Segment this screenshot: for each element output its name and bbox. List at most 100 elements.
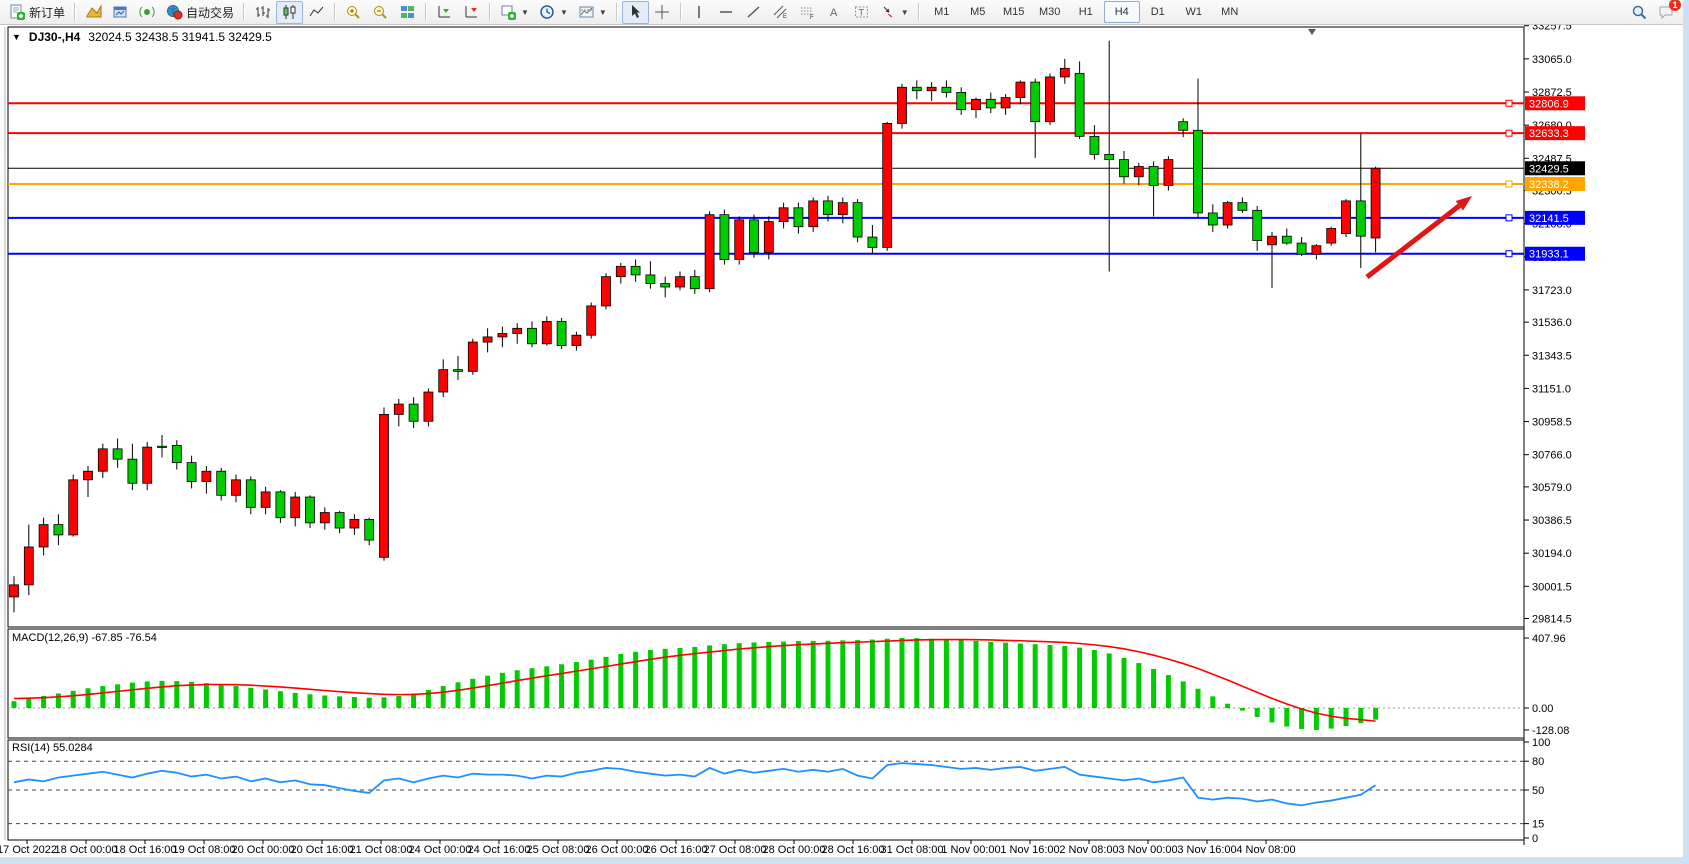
price-tag-label: 32429.5 [1529, 163, 1569, 175]
candle [334, 512, 345, 529]
timeframe-H4[interactable]: H4 [1103, 1, 1140, 23]
auto-scroll-button[interactable] [431, 1, 458, 24]
line-chart-button[interactable] [303, 1, 330, 24]
candle [9, 584, 19, 598]
chevron-down-icon: ▼ [900, 7, 909, 17]
price-tick-label: 29814.5 [1532, 614, 1572, 626]
zoom-in-button[interactable] [340, 1, 367, 24]
candlestick-chart-button[interactable] [276, 0, 304, 24]
timeframe-M1[interactable]: M1 [934, 6, 950, 18]
crosshair-button[interactable] [649, 1, 676, 24]
macd-bar [26, 698, 32, 708]
macd-bar [721, 644, 727, 708]
candle [1030, 81, 1041, 123]
macd-bar [366, 697, 372, 708]
zoom-out-icon [372, 4, 389, 20]
candle [53, 524, 64, 536]
tile-windows-button[interactable] [394, 1, 421, 24]
price-tag [1525, 161, 1585, 176]
candle [1267, 235, 1277, 246]
periods-button[interactable]: ▼ [534, 1, 573, 24]
date-tick-label: 4 Nov 08:00 [1236, 844, 1295, 856]
candle [527, 327, 537, 345]
date-tick-label: 25 Oct 08:00 [527, 844, 590, 856]
ohlc-values: 32024.5 32438.5 31941.5 32429.5 [88, 30, 272, 44]
fibonacci-button[interactable]: F [794, 1, 821, 24]
chart-shift-marker[interactable] [1308, 29, 1316, 35]
date-tick-label: 3 Nov 16:00 [1177, 844, 1236, 856]
candle [556, 321, 567, 346]
timeframe-M30[interactable]: M30 [1039, 6, 1061, 18]
macd-bar [618, 653, 624, 708]
equidistant-channel-button[interactable]: E [767, 1, 794, 24]
fibonacci-icon: F [799, 4, 816, 20]
collapse-triangle-icon[interactable]: ▼ [12, 32, 21, 42]
price-axis[interactable]: 33257.533065.032872.532680.032487.532300… [1524, 21, 1572, 845]
macd-bar [588, 659, 594, 708]
timeframe-D1[interactable]: D1 [1150, 6, 1165, 18]
macd-bar [884, 638, 890, 708]
timeframe-MN[interactable]: MN [1221, 6, 1239, 18]
trendline-button[interactable] [740, 1, 767, 24]
rsi-tick-label: 80 [1532, 756, 1544, 768]
svg-text:E: E [783, 14, 787, 20]
bar-chart-button[interactable] [249, 1, 276, 24]
line-handle[interactable] [1505, 180, 1513, 188]
timeframe-M5[interactable]: M5 [970, 6, 986, 18]
macd-bar [781, 641, 787, 708]
search-icon[interactable] [1631, 4, 1648, 20]
macd-bar [1151, 668, 1157, 708]
svg-text:F: F [810, 15, 814, 20]
price-tick-label: 30958.5 [1532, 417, 1572, 429]
chart-shift-button[interactable] [458, 1, 485, 24]
macd-bar [559, 664, 565, 708]
new-chart-button[interactable]: ▼ [495, 1, 534, 24]
line-handle[interactable] [1505, 99, 1513, 107]
macd-bar [1210, 696, 1216, 708]
rsi-tick-label: 100 [1532, 737, 1550, 749]
templates-button[interactable]: ▼ [573, 1, 612, 24]
macd-bar [929, 638, 935, 708]
candle [231, 479, 241, 496]
price-tick-label: 31343.5 [1532, 350, 1572, 362]
horizontal-line-button[interactable] [713, 1, 740, 24]
line-handle[interactable] [1505, 214, 1513, 222]
text-label-button[interactable]: T [848, 1, 875, 24]
line-chart-icon [308, 4, 325, 20]
market-watch-button[interactable] [80, 1, 107, 24]
candle [1193, 129, 1203, 214]
new-order-button[interactable]: 新订单 [4, 1, 70, 24]
data-window-button[interactable] [107, 1, 134, 24]
text-icon: A [826, 4, 843, 20]
candle [911, 86, 922, 92]
macd-bar [1136, 663, 1142, 708]
date-tick-label: 28 Oct 00:00 [763, 844, 826, 856]
line-handle[interactable] [1505, 250, 1513, 258]
macd-bar [988, 641, 994, 708]
candle [985, 98, 996, 109]
price-tag [1525, 126, 1585, 141]
data-window-icon [112, 4, 129, 20]
date-tick-label: 24 Oct 16:00 [468, 844, 531, 856]
timeframe-H1[interactable]: H1 [1078, 6, 1093, 18]
cursor-button[interactable] [621, 0, 649, 24]
timeframe-M15[interactable]: M15 [1003, 6, 1025, 18]
arrows-button[interactable]: ▼ [875, 1, 914, 24]
autotrading-button[interactable]: 自动交易 [161, 1, 239, 24]
notifications-icon[interactable]: 1 [1658, 0, 1681, 20]
trend-arrow-annotation[interactable] [1365, 196, 1472, 279]
market-watch-icon [85, 4, 102, 20]
zoom-out-button[interactable] [367, 1, 394, 24]
trendline-icon [745, 4, 762, 20]
price-tick-label: 30194.0 [1532, 548, 1572, 560]
text-button[interactable]: A [821, 1, 848, 24]
signals-button[interactable] [134, 1, 161, 24]
candle [497, 333, 508, 338]
chart-symbol-line[interactable]: ▼ DJ30-,H4 32024.5 32438.5 31941.5 32429… [12, 30, 272, 44]
vertical-line-button[interactable] [686, 1, 713, 24]
timeframe-W1[interactable]: W1 [1185, 6, 1202, 18]
macd-bar [914, 638, 920, 708]
line-handle[interactable] [1505, 129, 1513, 137]
